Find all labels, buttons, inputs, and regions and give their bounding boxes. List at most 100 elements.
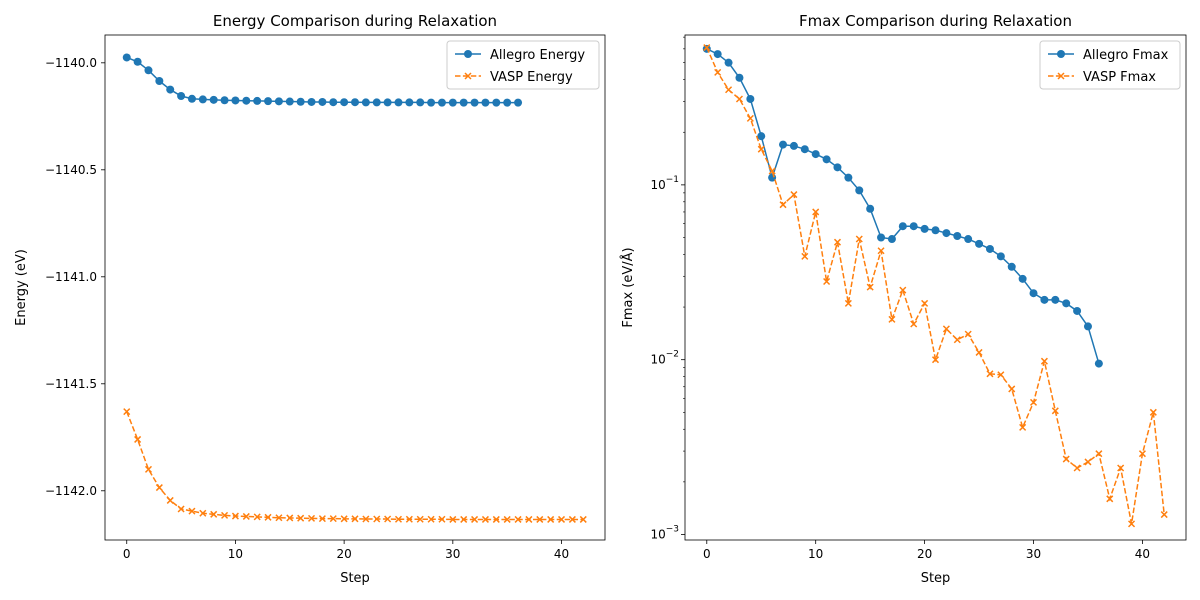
- energy-x-tick-label: 40: [554, 547, 569, 561]
- fmax-data-point: [964, 235, 973, 244]
- energy-data-point: [427, 98, 436, 107]
- fmax-legend-box: [1039, 40, 1181, 90]
- fmax-chart-title: Fmax Comparison during Relaxation: [799, 12, 1072, 30]
- fmax-data-point: [703, 44, 711, 52]
- energy-data-point: [372, 98, 381, 107]
- energy-legend-label: VASP Energy: [490, 70, 573, 85]
- fmax-data-point: [790, 191, 798, 199]
- energy-data-point: [144, 66, 153, 75]
- fmax-data-point: [768, 167, 776, 175]
- fmax-data-point: [1062, 299, 1071, 308]
- fmax-data-point: [833, 238, 842, 246]
- energy-data-point: [231, 96, 240, 105]
- fmax-data-point: [1029, 398, 1038, 406]
- fmax-y-tick-base: 10: [650, 527, 665, 541]
- fmax-data-point: [1008, 385, 1016, 393]
- energy-y-tick-label: −1140.5: [45, 163, 97, 177]
- fmax-data-point: [1149, 408, 1157, 416]
- energy-data-point: [340, 515, 348, 523]
- fmax-data-point: [844, 173, 853, 182]
- fmax-data-point: [1040, 295, 1049, 304]
- energy-data-point: [275, 514, 283, 522]
- fmax-data-point: [713, 50, 722, 59]
- energy-data-point: [394, 98, 403, 107]
- fmax-data-point: [1095, 450, 1103, 458]
- fmax-data-point: [986, 370, 994, 378]
- energy-data-point: [329, 515, 337, 523]
- energy-data-point: [307, 97, 316, 106]
- fmax-data-point: [714, 68, 722, 76]
- fmax-legend-label: Allegro Fmax: [1083, 48, 1169, 63]
- fmax-x-tick-label: 20: [917, 547, 932, 561]
- energy-data-point: [199, 509, 207, 517]
- fmax-data-point: [779, 140, 788, 149]
- energy-y-axis-label: Energy (eV): [14, 249, 29, 326]
- fmax-data-point: [1040, 357, 1048, 365]
- fmax-y-tick-label: 10−2: [650, 350, 679, 367]
- fmax-data-point: [1094, 359, 1103, 368]
- energy-data-point: [307, 514, 316, 522]
- fmax-data-point: [1051, 407, 1059, 415]
- fmax-data-point: [757, 145, 765, 153]
- fmax-data-point: [1073, 464, 1081, 472]
- energy-data-point: [503, 515, 511, 523]
- energy-data-point: [296, 97, 305, 106]
- fmax-data-point: [898, 222, 907, 231]
- fmax-data-point: [887, 235, 896, 244]
- fmax-x-tick-label: 10: [808, 547, 823, 561]
- energy-data-point: [329, 98, 338, 107]
- fmax-chart: Fmax Comparison during Relaxation Step Fma…: [620, 12, 1187, 586]
- fmax-x-tick-label: 40: [1135, 547, 1150, 561]
- fmax-data-point: [877, 233, 886, 242]
- fmax-data-point: [899, 286, 907, 294]
- fmax-data-point: [735, 95, 743, 103]
- energy-data-point: [209, 95, 218, 104]
- energy-x-tick-label: 30: [445, 547, 460, 561]
- fmax-data-point: [1083, 322, 1092, 331]
- fmax-y-tick-base: 10: [650, 353, 665, 367]
- fmax-data-point: [1138, 450, 1146, 458]
- energy-data-point: [166, 85, 175, 94]
- energy-data-point: [264, 97, 273, 106]
- energy-data-point: [437, 98, 446, 107]
- energy-data-point: [492, 515, 500, 523]
- fmax-data-point: [1029, 289, 1038, 298]
- fmax-data-point: [942, 229, 951, 238]
- energy-legend-marker: [464, 50, 472, 58]
- energy-data-point: [373, 515, 381, 523]
- fmax-data-point: [985, 244, 994, 253]
- energy-data-point: [285, 97, 294, 106]
- energy-data-point: [166, 496, 174, 504]
- fmax-data-point: [953, 231, 962, 240]
- energy-x-tick-label: 10: [228, 547, 243, 561]
- energy-data-point: [459, 98, 468, 107]
- energy-x-tick-label: 20: [336, 547, 351, 561]
- energy-data-point: [503, 98, 512, 107]
- energy-data-point: [253, 513, 261, 521]
- energy-data-point: [514, 515, 522, 523]
- fmax-data-point: [942, 325, 950, 333]
- fmax-data-point: [997, 371, 1005, 379]
- energy-data-point: [514, 98, 523, 107]
- energy-data-point: [351, 515, 359, 523]
- energy-legend: Allegro Energy VASP Energy: [446, 40, 600, 90]
- energy-data-point: [492, 98, 501, 107]
- energy-data-point: [438, 515, 446, 523]
- fmax-data-point: [866, 204, 875, 213]
- energy-data-point: [264, 513, 272, 521]
- energy-chart: Energy Comparison during Relaxation Step E…: [14, 12, 606, 586]
- energy-data-point: [481, 515, 489, 523]
- fmax-data-point: [746, 114, 754, 122]
- energy-series-vasp: [123, 408, 587, 523]
- fmax-data-point: [812, 208, 820, 216]
- fmax-y-tick-exponent: −1: [666, 175, 679, 185]
- energy-data-point: [253, 96, 262, 105]
- energy-data-point: [187, 94, 196, 103]
- fmax-data-point: [833, 163, 842, 172]
- fmax-data-point: [975, 348, 983, 356]
- energy-data-point: [318, 515, 326, 523]
- fmax-data-point: [725, 86, 733, 94]
- energy-legend-marker: [464, 72, 472, 80]
- fmax-data-point: [888, 315, 896, 323]
